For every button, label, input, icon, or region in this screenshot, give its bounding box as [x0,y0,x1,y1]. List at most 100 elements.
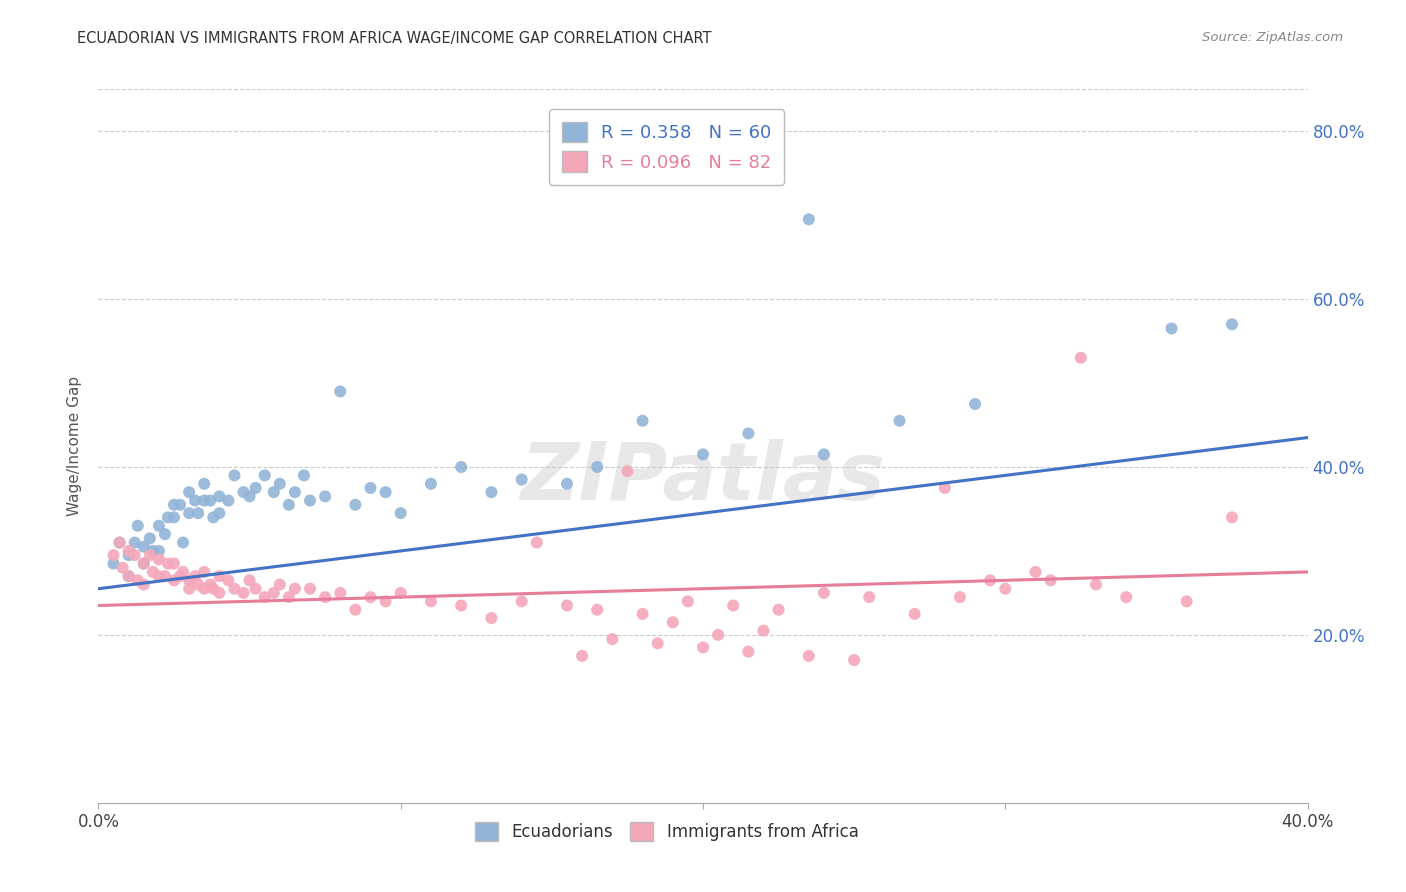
Point [889,414,911,428]
Point [299,582,322,596]
Point [187,506,209,520]
Point [118,548,141,562]
Point [156,557,179,571]
Point [1160,321,1182,335]
Point [132,557,155,571]
Point [208,569,231,583]
Point [208,489,231,503]
Point [232,586,254,600]
Point [389,506,412,520]
Point [389,586,412,600]
Point [797,648,820,663]
Point [284,582,307,596]
Point [217,493,239,508]
Point [510,473,533,487]
Point [163,557,186,571]
Point [374,594,396,608]
Point [269,476,291,491]
Point [526,535,548,549]
Point [723,599,745,613]
Point [752,624,775,638]
Point [132,557,155,571]
Point [329,384,352,399]
Point [124,548,146,562]
Point [239,574,262,588]
Point [420,594,443,608]
Point [904,607,927,621]
Point [1175,594,1198,608]
Point [132,577,155,591]
Point [692,447,714,461]
Point [108,535,131,549]
Point [179,574,201,588]
Point [555,476,578,491]
Point [797,212,820,227]
Point [127,574,149,588]
Point [661,615,683,630]
Point [118,544,141,558]
Point [253,468,276,483]
Point [263,485,285,500]
Point [768,603,790,617]
Point [1220,318,1243,332]
Point [208,506,231,520]
Point [153,569,176,583]
Point [737,645,759,659]
Point [692,640,714,655]
Point [374,485,396,500]
Point [344,498,367,512]
Point [169,498,191,512]
Point [979,574,1001,588]
Y-axis label: Wage/Income Gap: Wage/Income Gap [67,376,83,516]
Point [299,493,322,508]
Point [224,468,246,483]
Point [858,590,880,604]
Point [142,565,165,579]
Point [844,653,866,667]
Legend: Ecuadorians, Immigrants from Africa: Ecuadorians, Immigrants from Africa [468,815,865,848]
Point [208,586,231,600]
Point [163,510,186,524]
Point [169,569,191,583]
Point [156,510,179,524]
Point [193,493,215,508]
Point [139,548,162,562]
Point [994,582,1017,596]
Point [111,560,134,574]
Point [965,397,987,411]
Point [329,586,352,600]
Point [1024,565,1046,579]
Point [1070,351,1092,365]
Point [163,574,186,588]
Point [202,582,225,596]
Point [1085,577,1108,591]
Point [602,632,624,646]
Point [737,426,759,441]
Point [224,582,246,596]
Point [481,485,503,500]
Point [360,590,382,604]
Point [450,599,472,613]
Point [179,485,201,500]
Point [676,594,699,608]
Point [813,586,835,600]
Point [163,498,186,512]
Point [934,481,956,495]
Point [193,582,215,596]
Point [1220,510,1243,524]
Point [245,481,267,495]
Point [284,485,307,500]
Point [263,586,285,600]
Point [103,557,125,571]
Point [142,544,165,558]
Point [481,611,503,625]
Text: ZIPatlas: ZIPatlas [520,439,886,517]
Point [118,569,141,583]
Point [184,493,207,508]
Point [277,590,299,604]
Point [148,552,170,566]
Point [813,447,835,461]
Point [586,603,609,617]
Point [555,599,578,613]
Point [202,510,225,524]
